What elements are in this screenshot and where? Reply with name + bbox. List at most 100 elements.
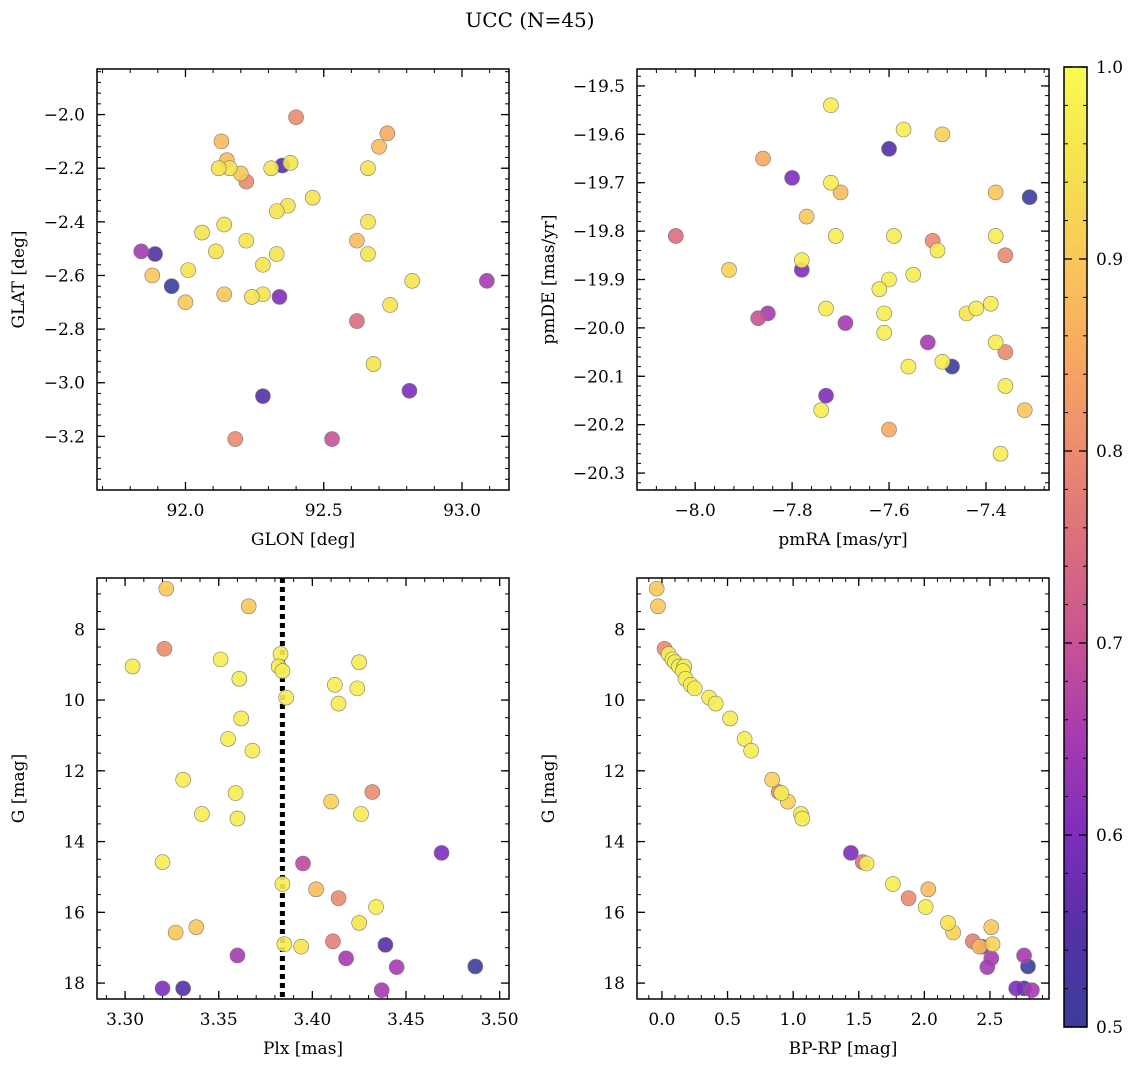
data-point (244, 289, 260, 305)
data-point (188, 919, 205, 935)
y-axis-label: G [mag] (9, 754, 29, 823)
data-point (144, 267, 161, 284)
data-point (823, 174, 839, 191)
data-point (971, 938, 988, 955)
data-point (876, 324, 893, 341)
data-point (282, 155, 299, 171)
data-point (1008, 980, 1024, 997)
data-point (371, 138, 387, 155)
x-axis-label: Plx [mas] (263, 1039, 343, 1059)
y-tick-label: −19.7 (573, 174, 625, 194)
data-point (379, 125, 396, 142)
panel-pmra-pmde: −8.0 −7.8 −7.6 −7.4 −20.3 −20.2 −20.1 −20.0 −19.… (539, 68, 1050, 550)
data-point (210, 160, 227, 177)
y-tick-label: −19.6 (573, 125, 625, 145)
data-point (271, 289, 288, 305)
data-point (327, 677, 343, 693)
y-axis-label: GLAT [deg] (9, 230, 29, 328)
data-point (934, 353, 951, 370)
data-point (268, 246, 285, 262)
data-point (997, 247, 1014, 264)
data-point (871, 281, 888, 297)
data-point (274, 663, 291, 679)
x-axis-label: GLON [deg] (251, 530, 355, 550)
data-point (885, 876, 901, 892)
data-point (984, 936, 1001, 952)
data-point (229, 947, 246, 964)
data-point (360, 160, 376, 177)
data-point (773, 785, 790, 801)
data-point (216, 286, 232, 303)
data-point (349, 680, 366, 697)
data-point (133, 243, 150, 260)
y-tick-label: −2.6 (44, 266, 85, 286)
x-tick-label: −8.0 (675, 501, 716, 521)
data-point (920, 881, 937, 898)
data-point (843, 845, 859, 861)
y-tick-label: −2.4 (44, 213, 85, 233)
y-tick-label: −19.9 (573, 271, 625, 291)
y-tick-label: −2.8 (44, 320, 85, 340)
data-point (900, 358, 917, 375)
data-point (940, 915, 956, 931)
data-point (722, 710, 738, 727)
data-point (360, 246, 376, 262)
data-point (987, 184, 1004, 201)
data-point (721, 262, 737, 278)
y-tick-label: 16 (63, 903, 85, 923)
y-tick-label: 16 (603, 903, 625, 923)
y-tick-label: 14 (603, 833, 625, 853)
y-tick-label: −20.0 (573, 319, 625, 339)
data-point (255, 388, 271, 404)
data-point (895, 121, 912, 138)
data-point (650, 598, 666, 615)
y-tick-label: 8 (614, 620, 625, 640)
y-tick-label: −2.2 (44, 159, 85, 179)
data-point (917, 899, 934, 915)
colorbar-tick-label: 0.8 (1096, 442, 1123, 462)
data-point (308, 881, 324, 898)
x-tick-label: 1.5 (845, 1010, 872, 1030)
x-tick-label: 0.5 (714, 1010, 741, 1030)
figure-title: UCC (N=45) (465, 8, 594, 32)
data-point (304, 189, 321, 206)
x-tick-label: 3.30 (106, 1010, 144, 1030)
data-point (263, 160, 280, 177)
y-axis-label: pmDE [mas/yr] (539, 214, 559, 344)
axes-frame (96, 68, 510, 491)
data-point (743, 742, 759, 759)
data-point (798, 208, 815, 225)
data-point (793, 252, 810, 268)
data-point (278, 689, 294, 706)
x-tick-label: 3.45 (387, 1010, 425, 1030)
data-point (1016, 947, 1032, 964)
colorbar-tick-label: 0.7 (1096, 634, 1123, 654)
y-tick-label: 12 (603, 762, 625, 782)
data-point (404, 273, 421, 289)
colorbar-gradient (1064, 67, 1087, 1027)
data-point (349, 313, 365, 329)
y-tick-label: −20.3 (573, 464, 625, 484)
data-point (353, 806, 369, 822)
data-point (373, 982, 390, 998)
data-point (818, 300, 834, 317)
data-point (154, 980, 171, 997)
data-point (467, 958, 484, 975)
data-point (377, 937, 394, 953)
data-point (707, 695, 724, 712)
data-point (920, 334, 936, 351)
x-tick-label: 3.35 (200, 1010, 238, 1030)
data-point (154, 854, 171, 870)
data-point (255, 256, 271, 273)
y-tick-label: 18 (63, 974, 85, 994)
x-tick-label: 93.0 (443, 501, 481, 521)
x-tick-label: 1.0 (780, 1010, 807, 1030)
x-tick-label: 3.40 (293, 1010, 331, 1030)
data-point (992, 445, 1009, 462)
y-tick-label: 8 (74, 620, 85, 640)
data-point (158, 580, 175, 597)
data-point (238, 232, 255, 249)
axes-frame (636, 577, 1050, 1000)
x-tick-label: 2.0 (911, 1010, 938, 1030)
data-point (827, 228, 844, 244)
